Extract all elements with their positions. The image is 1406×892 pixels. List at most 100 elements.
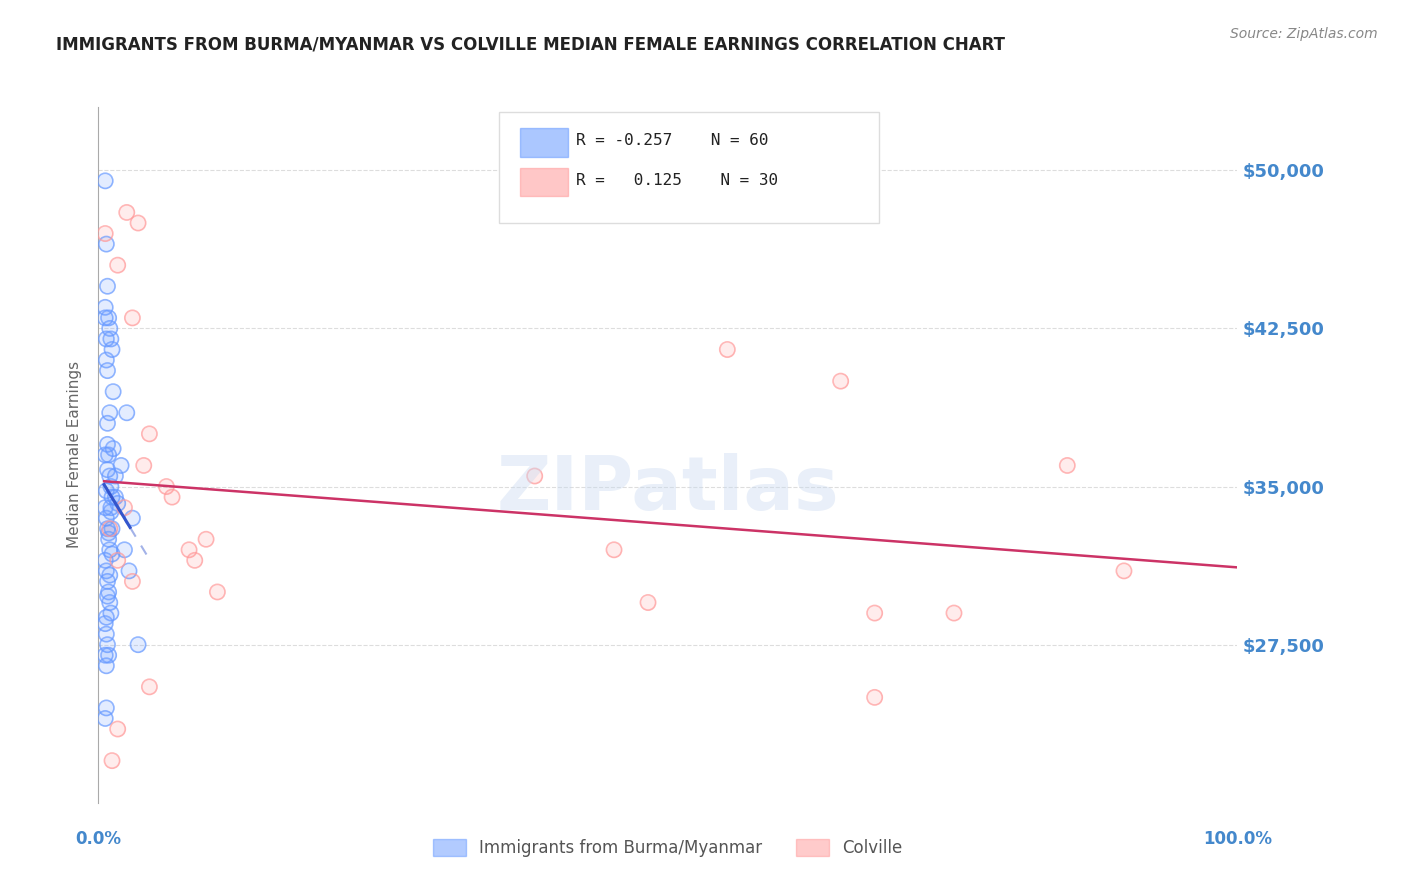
Point [1112,564,1135,578]
Point [121,511,143,525]
Point [127,638,149,652]
Point [115,406,138,420]
Point [100,505,122,519]
Point [100,606,122,620]
Point [94,174,117,188]
Point [96,279,118,293]
Point [114,542,136,557]
Point [101,490,124,504]
Point [101,384,124,399]
Point [96,627,118,641]
Text: R = -0.257    N = 60: R = -0.257 N = 60 [576,134,769,148]
Point [115,205,138,219]
Point [100,606,122,620]
Point [121,574,143,589]
Point [863,606,886,620]
Point [207,585,229,599]
Point [523,469,546,483]
Point [127,216,149,230]
Point [184,553,207,567]
Point [101,754,124,768]
Point [101,442,124,456]
Point [96,463,118,477]
Point [195,533,218,547]
Point [98,522,121,536]
Point [110,458,132,473]
Point [603,542,626,557]
Point [127,216,149,230]
Point [177,542,200,557]
Point [98,469,121,483]
Point [97,525,120,540]
Point [98,406,121,420]
Point [98,542,121,557]
Point [94,648,117,663]
Point [121,511,143,525]
Point [637,595,659,609]
Point [94,648,117,663]
Point [138,426,160,441]
Point [114,500,136,515]
Point [97,585,120,599]
Point [96,511,118,525]
Point [96,658,118,673]
Point [98,469,121,483]
Point [863,690,886,705]
Point [94,616,117,631]
Point [100,500,122,515]
Point [100,500,122,515]
Point [94,310,117,325]
Point [96,522,118,536]
Point [98,321,121,335]
Point [94,301,117,315]
Point [104,490,127,504]
Point [94,174,117,188]
Point [98,406,121,420]
Point [96,363,118,377]
Point [94,553,117,567]
Point [637,595,659,609]
Point [96,237,118,252]
Point [104,469,127,483]
Point [830,374,852,388]
Point [96,610,118,624]
Point [101,547,124,561]
Point [943,606,966,620]
Point [94,301,117,315]
Point [101,490,124,504]
Point [863,690,886,705]
Point [138,680,160,694]
Point [603,542,626,557]
Point [118,564,141,578]
Point [94,448,117,462]
Point [100,332,122,346]
Point [97,533,120,547]
Point [96,638,118,652]
Point [118,564,141,578]
Point [107,258,129,272]
Point [830,374,852,388]
Point [97,525,120,540]
Point [1056,458,1078,473]
Point [94,616,117,631]
Point [98,595,121,609]
Point [94,448,117,462]
Point [155,479,177,493]
Point [97,585,120,599]
Point [207,585,229,599]
Point [96,417,118,431]
Point [138,680,160,694]
Point [121,574,143,589]
Point [107,553,129,567]
Point [138,426,160,441]
Point [100,479,122,493]
Point [121,310,143,325]
Point [523,469,546,483]
Point [96,437,118,451]
Text: 0.0%: 0.0% [76,830,121,847]
Point [97,310,120,325]
Point [96,589,118,603]
Point [96,589,118,603]
Point [94,500,117,515]
Legend: Immigrants from Burma/Myanmar, Colville: Immigrants from Burma/Myanmar, Colville [426,832,910,864]
